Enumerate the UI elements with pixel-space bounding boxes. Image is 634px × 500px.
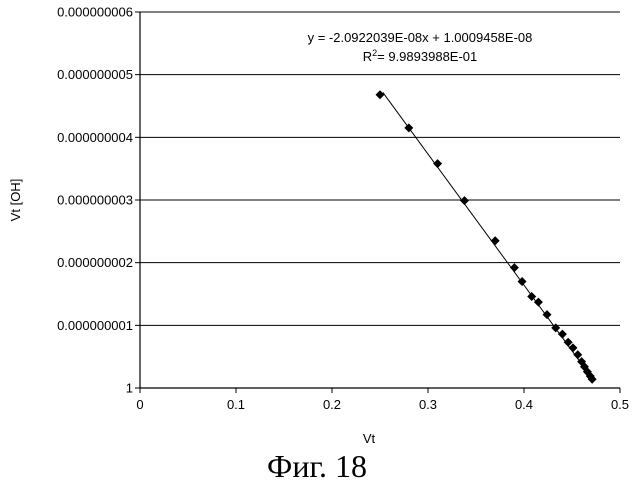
r-squared-prefix: R [363,49,372,64]
y-tick-label: 0.000000006 [57,5,133,20]
y-tick-label: 0.000000003 [57,193,133,208]
x-tick-labels: 0 0.1 0.2 0.3 0.4 0.5 [136,388,629,412]
data-point [433,159,442,168]
y-tick-label: 1 [126,381,133,396]
data-point [376,90,385,99]
data-point [404,123,413,132]
data-point [460,196,469,205]
data-point [491,236,500,245]
chart: 1 0.000000001 0.000000002 0.000000003 0.0000… [0,0,634,448]
x-tick-label: 0.1 [227,397,245,412]
y-tick-labels: 1 0.000000001 0.000000002 0.000000003 0.0000… [57,5,140,396]
x-tick-label: 0.5 [611,397,629,412]
x-tick-label: 0.3 [419,397,437,412]
x-tick-label: 0 [136,397,143,412]
y-axis-label: Vt [OH] [8,179,23,222]
r-squared-value: = 9.9893988E-01 [377,49,477,64]
r-squared-label: R2= 9.9893988E-01 [363,48,478,64]
y-tick-label: 0.000000005 [57,67,133,82]
x-tick-label: 0.4 [515,397,533,412]
y-tick-label: 0.000000004 [57,130,133,145]
x-tick-label: 0.2 [323,397,341,412]
data-point [534,298,543,307]
data-point [510,263,519,272]
data-point [558,330,567,339]
x-axis-label: Vt [363,431,376,446]
y-tick-label: 0.000000001 [57,318,133,333]
trendline-equation: y = -2.0922039E-08x + 1.0009458E-08 [308,30,533,45]
figure-caption: Фиг. 18 [0,448,634,485]
y-tick-label: 0.000000002 [57,255,133,270]
